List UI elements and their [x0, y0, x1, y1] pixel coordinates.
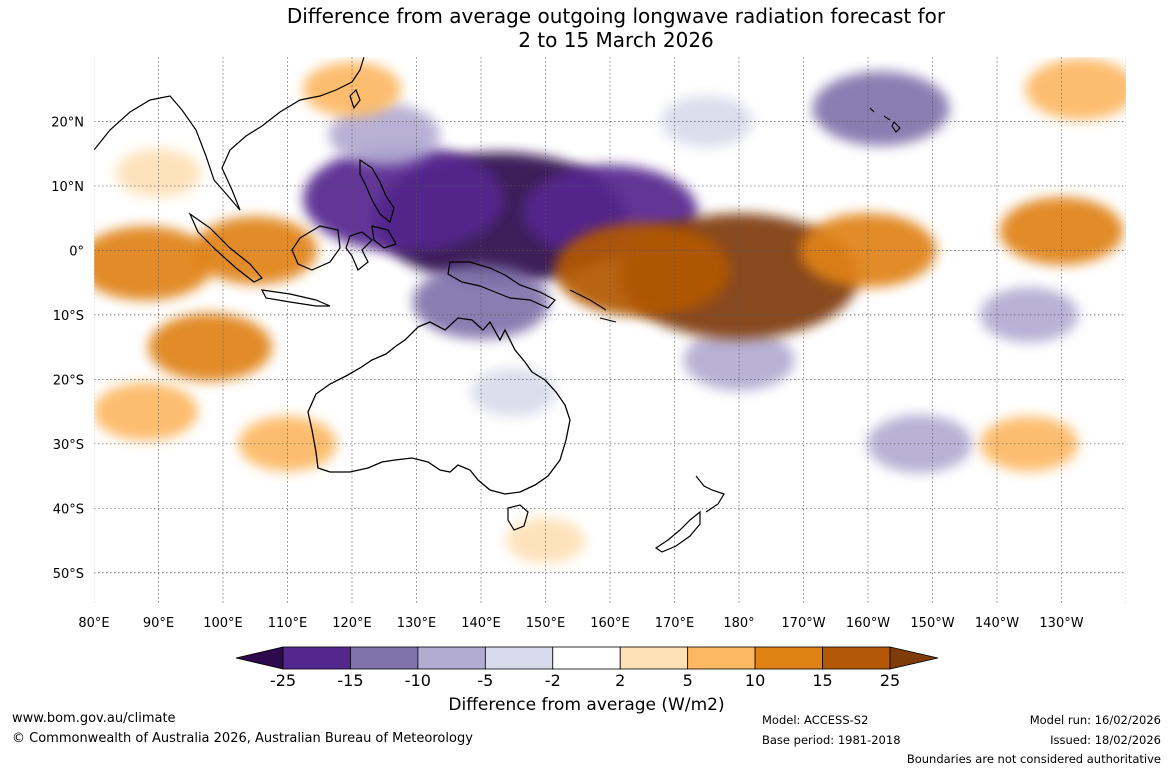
- longitude-label: 170°W: [781, 616, 825, 631]
- latitude-label: 0°: [69, 244, 84, 259]
- anomaly-region: [554, 222, 730, 317]
- tasmania-coastline: [507, 504, 529, 531]
- colorbar-segment: [484, 646, 554, 670]
- colorbar-tick-label: 15: [812, 671, 833, 690]
- longitude-label: 140°E: [461, 616, 501, 631]
- colorbar-extend-high: [889, 646, 939, 670]
- colorbar-segment: [687, 646, 756, 670]
- anomaly-field: [94, 58, 1126, 564]
- latitude-label: 20°S: [53, 373, 84, 388]
- footer-base-period: Base period: 1981-2018: [762, 733, 901, 747]
- asia-coastline: [94, 57, 365, 211]
- longitude-label: 120°E: [332, 616, 372, 631]
- hawaii-coastline: [869, 107, 901, 133]
- longitude-label: 130°W: [1039, 616, 1083, 631]
- footer-issued: Issued: 18/02/2026: [1050, 733, 1161, 747]
- anomaly-region: [999, 197, 1124, 266]
- sulawesi-coastline: [345, 231, 373, 271]
- longitude-label: 140°W: [975, 616, 1019, 631]
- longitude-label: 160°W: [846, 616, 890, 631]
- anomaly-region: [867, 414, 972, 474]
- graticule: [94, 57, 1126, 605]
- anomaly-region: [505, 517, 586, 564]
- colorbar-tick-label: -10: [404, 671, 431, 690]
- chart-title: Difference from average outgoing longwav…: [0, 4, 1173, 52]
- latitude-label: 40°S: [53, 502, 84, 517]
- colorbar-tick-label: 2: [615, 671, 626, 690]
- colorbar-tick-label: 5: [682, 671, 693, 690]
- latitude-labels: 20°N 10°N 0° 10°S 20°S 30°S 40°S 50°S: [51, 115, 84, 581]
- latitude-label: 20°N: [51, 115, 84, 130]
- anomaly-region: [148, 313, 273, 382]
- anomaly-region: [683, 329, 795, 391]
- anomaly-region: [1025, 58, 1126, 121]
- colorbar-segment: [552, 646, 621, 670]
- philippines-coastline: [359, 158, 397, 249]
- longitude-label: 170°E: [655, 616, 695, 631]
- colorbar-tick-label: -5: [477, 671, 494, 690]
- longitude-label: 100°E: [203, 616, 243, 631]
- colorbar-extend-low: [235, 646, 284, 670]
- anomaly-region: [328, 103, 440, 166]
- sumatra-coastline: [188, 212, 263, 283]
- colorbar-segment: [619, 646, 689, 670]
- new-guinea-coastline: [447, 261, 556, 309]
- colorbar: [235, 646, 939, 670]
- longitude-label: 80°E: [78, 616, 109, 631]
- anomaly-region: [812, 71, 950, 146]
- longitude-label: 150°W: [910, 616, 954, 631]
- title-line-2: 2 to 15 March 2026: [518, 28, 714, 52]
- australia-coastline: [307, 317, 571, 495]
- solomon-islands-coastline: [569, 289, 617, 323]
- colorbar-segment: [754, 646, 823, 670]
- longitude-label: 180°: [723, 616, 754, 631]
- colorbar-tick-label: -15: [337, 671, 364, 690]
- anomaly-region: [980, 287, 1079, 343]
- longitude-label: 90°E: [143, 616, 174, 631]
- colorbar-tick-label: -2: [544, 671, 561, 690]
- longitude-label: 110°E: [268, 616, 308, 631]
- longitude-label: 130°E: [397, 616, 437, 631]
- java-coastline: [260, 289, 331, 307]
- forecast-map: 80°E 90°E 100°E 110°E 120°E 130°E 140°E 150°E 16…: [51, 56, 1127, 670]
- longitude-labels: 80°E 90°E 100°E 110°E 120°E 130°E 140°E 150°E 16…: [78, 616, 1083, 631]
- colorbar-segment: [350, 646, 419, 670]
- anomaly-region: [980, 416, 1079, 472]
- map-frame: [93, 56, 1127, 606]
- colorbar-segment: [417, 646, 486, 670]
- borneo-coastline: [291, 225, 341, 271]
- colorbar-segment: [822, 646, 891, 670]
- colorbar-tick-label: -25: [269, 671, 297, 690]
- footer-website[interactable]: www.bom.gov.au/climate: [12, 711, 176, 726]
- footer-model-run: Model run: 16/02/2026: [1029, 713, 1161, 727]
- longitude-label: 160°E: [590, 616, 630, 631]
- anomaly-region: [94, 382, 198, 441]
- latitude-label: 30°S: [53, 438, 84, 453]
- footer-disclaimer: Boundaries are not considered authoritat…: [906, 752, 1161, 766]
- new-zealand-coastline: [654, 475, 725, 553]
- latitude-label: 10°S: [53, 309, 84, 324]
- anomaly-region: [303, 145, 504, 253]
- coastlines: [94, 57, 901, 553]
- footer-copyright: © Commonwealth of Australia 2026, Austra…: [12, 731, 473, 746]
- anomaly-region: [470, 367, 557, 417]
- latitude-label: 10°N: [51, 180, 84, 195]
- colorbar-title: Difference from average (W/m2): [448, 695, 725, 715]
- colorbar-segment: [282, 646, 351, 670]
- footer-model: Model: ACCESS-S2: [762, 713, 869, 727]
- taiwan-coastline: [349, 88, 361, 110]
- anomaly-region: [94, 226, 214, 301]
- longitude-label: 150°E: [526, 616, 566, 631]
- colorbar-tick-label: 25: [879, 671, 901, 690]
- title-line-1: Difference from average outgoing longwav…: [286, 4, 946, 28]
- colorbar-tick-label: 10: [744, 671, 766, 690]
- latitude-label: 50°S: [53, 567, 84, 582]
